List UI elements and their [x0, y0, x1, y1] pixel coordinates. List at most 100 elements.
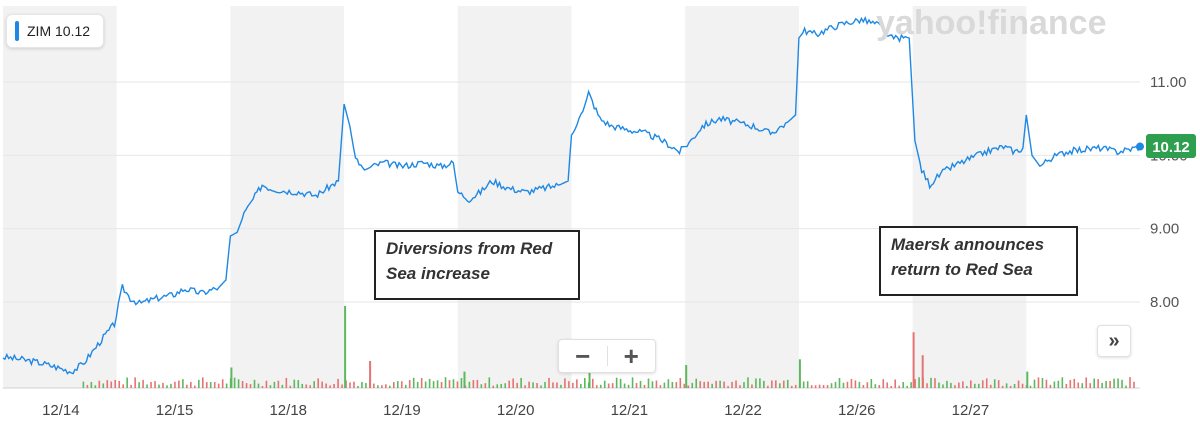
volume-bar [846, 381, 849, 388]
volume-bar [1049, 384, 1052, 388]
volume-bar [723, 381, 725, 388]
volume-bar [480, 384, 483, 388]
volume-bar [1077, 382, 1080, 388]
volume-bar [1053, 381, 1056, 388]
volume-spike [588, 363, 591, 388]
volume-bar [771, 380, 773, 388]
volume-bar [572, 382, 574, 388]
volume-bar [265, 380, 268, 388]
volume-bar [1085, 377, 1088, 388]
volume-bar [926, 383, 928, 388]
volume-bar [814, 385, 817, 388]
volume-bar [607, 383, 610, 388]
volume-bar [213, 381, 216, 388]
volume-bar [385, 384, 387, 388]
volume-bar [209, 382, 212, 388]
volume-bar [1065, 383, 1068, 388]
volume-bar [420, 378, 423, 388]
volume-bar [197, 379, 200, 388]
volume-bar [1125, 385, 1127, 388]
volume-bar [790, 385, 793, 388]
session-shade [230, 6, 345, 388]
volume-bar [731, 381, 733, 388]
volume-bar [476, 379, 479, 388]
volume-bar [966, 385, 968, 388]
volume-bar [1069, 379, 1072, 388]
volume-bar [564, 378, 566, 388]
zoom-out-button[interactable]: − [575, 340, 591, 371]
scroll-forward-button[interactable]: » [1097, 325, 1131, 357]
y-tick-label: 8.00 [1150, 294, 1179, 311]
volume-bar [269, 385, 272, 388]
volume-bar [707, 381, 709, 388]
volume-bar [285, 377, 288, 388]
volume-bar [997, 380, 1000, 388]
volume-bar [94, 385, 97, 388]
volume-bar [472, 380, 475, 388]
volume-bar [667, 379, 670, 388]
volume-bar [432, 381, 435, 388]
x-tick-label: 12/15 [156, 402, 194, 419]
volume-spike [344, 306, 347, 388]
volume-bar [448, 380, 451, 388]
volume-bar [146, 384, 148, 388]
volume-bar [767, 385, 769, 388]
volume-bar [679, 378, 682, 388]
volume-bar [739, 385, 741, 388]
volume-bar [249, 384, 252, 388]
volume-bar [954, 385, 956, 388]
volume-bar [122, 384, 124, 388]
zoom-in-button[interactable]: + [623, 340, 639, 371]
volume-bar [261, 385, 264, 388]
volume-bar [182, 379, 184, 388]
volume-bar [878, 385, 881, 388]
volume-spike [798, 359, 801, 388]
volume-bar [910, 382, 912, 388]
x-tick-label: 12/22 [724, 402, 762, 419]
volume-bar [1005, 383, 1008, 388]
volume-bar [174, 381, 176, 388]
ticker-chip[interactable]: ZIM 10.12 [6, 14, 104, 48]
volume-bar [504, 383, 507, 388]
volume-bar [237, 379, 240, 388]
last-price-badge: 10.12 [1146, 134, 1196, 158]
volume-bar [651, 381, 654, 388]
volume-bar [170, 383, 172, 388]
volume-bar [1081, 383, 1084, 388]
volume-bar [424, 381, 427, 388]
volume-bar [484, 383, 487, 388]
volume-bar [301, 383, 304, 388]
volume-bar [408, 380, 411, 388]
volume-bar [492, 385, 495, 388]
volume-bar [599, 384, 602, 388]
ticker-label: ZIM 10.12 [27, 23, 90, 39]
volume-bar [90, 382, 93, 388]
volume-bar [309, 385, 312, 388]
volume-bar [584, 378, 586, 388]
volume-bar [190, 381, 192, 388]
volume-bar [830, 383, 833, 388]
volume-bar [373, 383, 375, 388]
volume-bar [603, 380, 606, 388]
volume-bar [114, 379, 117, 388]
volume-bar [496, 384, 499, 388]
volume-bar [580, 383, 582, 388]
volume-bar [544, 381, 546, 388]
volume-bar [786, 379, 789, 388]
volume-bar [241, 381, 244, 388]
volume-bar [560, 384, 562, 388]
volume-bar [866, 382, 869, 388]
volume-bar [440, 382, 443, 388]
volume-bar [683, 383, 686, 388]
volume-bar [870, 378, 873, 388]
volume-bar [942, 384, 944, 388]
volume-bar [810, 385, 813, 388]
volume-bar [747, 377, 749, 388]
x-tick-label: 12/21 [611, 402, 649, 419]
ticker-symbol: ZIM [27, 23, 52, 39]
volume-bar [317, 378, 319, 388]
volume-bar [703, 381, 705, 388]
volume-bar [623, 383, 626, 388]
volume-bar [396, 381, 399, 388]
annotation-line: Diversions from Red [386, 239, 553, 258]
